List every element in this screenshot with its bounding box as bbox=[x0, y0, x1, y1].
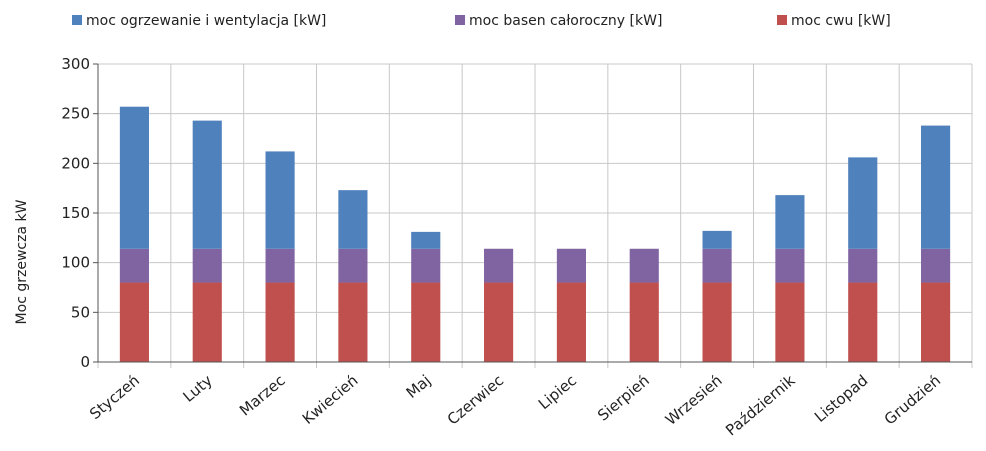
x-tick-label-kwiecien: Kwiecień bbox=[299, 371, 362, 428]
bar-grudzien-series-1 bbox=[921, 248, 951, 283]
bar-sierpien-series-0 bbox=[629, 282, 659, 362]
x-tick-label-sierpien: Sierpień bbox=[594, 371, 653, 424]
y-tick-label-50: 50 bbox=[71, 303, 90, 321]
bar-maj-series-2 bbox=[411, 231, 441, 249]
bar-maj-series-1 bbox=[411, 248, 441, 283]
bar-styczen-series-2 bbox=[119, 106, 149, 249]
x-tick-label-marzec: Marzec bbox=[236, 371, 289, 419]
x-tick-labels: Styczeń Luty Marzec Kwiecień Maj Czerwiec Lipi… bbox=[86, 371, 944, 439]
x-tick-label-styczen: Styczeń bbox=[86, 371, 143, 423]
y-tick-label-300: 300 bbox=[61, 55, 90, 73]
bar-marzec-series-2 bbox=[265, 151, 295, 249]
bar-lipiec-series-1 bbox=[556, 248, 586, 283]
bar-styczen-series-0 bbox=[119, 282, 149, 362]
x-tick-label-maj: Maj bbox=[403, 371, 435, 402]
bar-wrzesien-series-1 bbox=[702, 248, 732, 283]
bar-maj-series-0 bbox=[411, 282, 441, 362]
y-tick-labels: 0 50 100 150 200 250 300 bbox=[61, 55, 90, 371]
bar-lipiec-series-0 bbox=[556, 282, 586, 362]
legend-swatch-2 bbox=[72, 15, 82, 25]
bar-luty-series-0 bbox=[192, 282, 222, 362]
bar-paz-dziernik-series-2 bbox=[775, 195, 805, 249]
bar-wrzesien-series-0 bbox=[702, 282, 732, 362]
legend-label-0: moc cwu [kW] bbox=[791, 13, 891, 29]
bar-marzec-series-0 bbox=[265, 282, 295, 362]
legend-swatch-1 bbox=[455, 15, 465, 25]
axes bbox=[93, 63, 972, 363]
bar-wrzesien-series-2 bbox=[702, 230, 732, 249]
bars bbox=[119, 106, 951, 362]
bar-grudzien-series-2 bbox=[921, 125, 951, 249]
bar-listopad-series-0 bbox=[848, 282, 878, 362]
bar-czerwiec-series-1 bbox=[484, 248, 514, 283]
bar-styczen-series-1 bbox=[119, 248, 149, 283]
bar-paz-dziernik-series-1 bbox=[775, 248, 805, 283]
bar-luty-series-2 bbox=[192, 120, 222, 249]
bar-luty-series-1 bbox=[192, 248, 222, 283]
bar-grudzien-series-0 bbox=[921, 282, 951, 362]
y-tick-label-0: 0 bbox=[80, 353, 90, 371]
gridlines bbox=[97, 63, 973, 368]
bar-paz-dziernik-series-0 bbox=[775, 282, 805, 362]
x-tick-label-luty: Luty bbox=[179, 371, 215, 406]
y-tick-label-150: 150 bbox=[61, 204, 90, 222]
y-tick-label-100: 100 bbox=[61, 254, 90, 272]
legend-swatch-0 bbox=[777, 15, 787, 25]
bar-czerwiec-series-0 bbox=[484, 282, 514, 362]
legend-label-2: moc ogrzewanie i wentylacja [kW] bbox=[86, 13, 326, 29]
bar-kwiecien-series-2 bbox=[338, 190, 368, 249]
y-tick-label-200: 200 bbox=[61, 154, 90, 172]
y-axis-title: Moc grzewcza kW bbox=[14, 199, 30, 324]
x-tick-label-grudzien: Grudzień bbox=[881, 371, 944, 428]
bar-listopad-series-1 bbox=[848, 248, 878, 283]
bar-kwiecien-series-1 bbox=[338, 248, 368, 283]
x-tick-label-paz-dziernik: Październik bbox=[722, 371, 799, 439]
x-tick-label-listopad: Listopad bbox=[811, 371, 871, 426]
bar-marzec-series-1 bbox=[265, 248, 295, 283]
x-tick-label-wrzesien: Wrzesień bbox=[662, 371, 726, 429]
y-tick-label-250: 250 bbox=[61, 105, 90, 123]
bar-kwiecien-series-0 bbox=[338, 282, 368, 362]
bar-listopad-series-2 bbox=[848, 157, 878, 249]
legend: moc ogrzewanie i wentylacja [kW] moc base… bbox=[72, 13, 891, 29]
x-tick-label-czerwiec: Czerwiec bbox=[444, 371, 507, 428]
bar-sierpien-series-1 bbox=[629, 248, 659, 283]
legend-label-1: moc basen całoroczny [kW] bbox=[469, 13, 662, 29]
x-tick-label-lipiec: Lipiec bbox=[535, 371, 580, 413]
